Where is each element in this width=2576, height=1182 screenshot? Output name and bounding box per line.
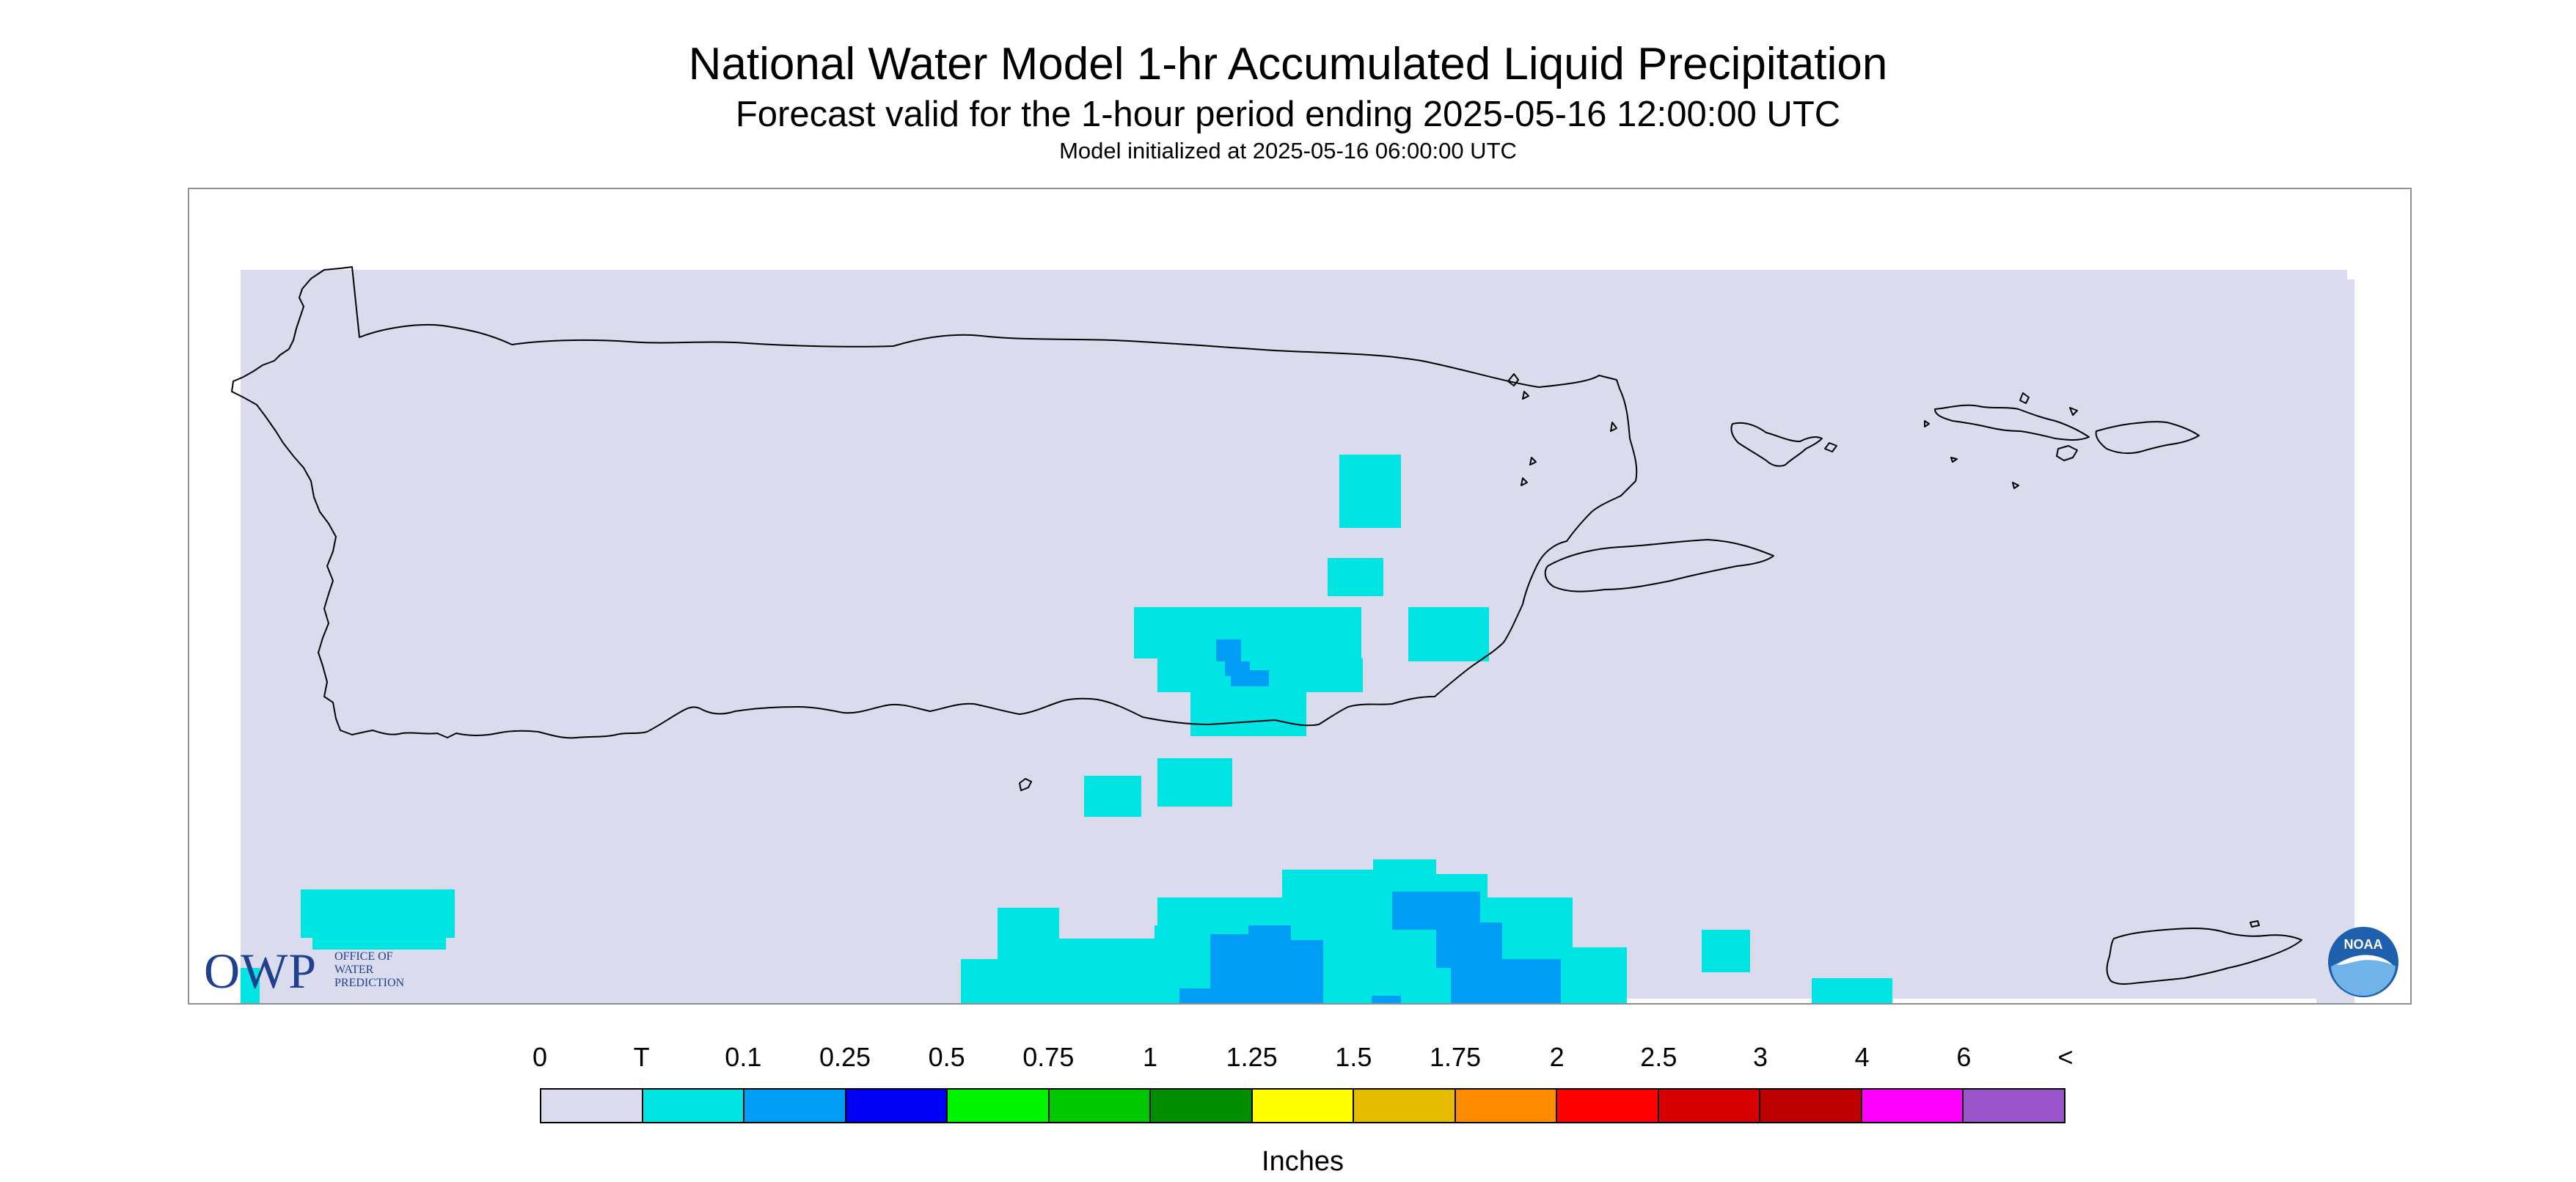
- precipitation-map: [231, 266, 2354, 1003]
- legend-swatch: [948, 1090, 1050, 1122]
- owp-logo-words: OFFICE OF WATER PREDICTION: [334, 950, 404, 990]
- precip-cell: [1573, 947, 1627, 1003]
- island-coastline: [2012, 482, 2019, 489]
- map-frame: OWP OFFICE OF WATER PREDICTION NOAA: [188, 188, 2412, 1005]
- precip-cell: [961, 959, 1020, 1003]
- legend-swatch: [1455, 1090, 1558, 1122]
- owp-logo-word: OFFICE OF: [334, 950, 393, 963]
- precip-cell: [1179, 988, 1213, 1003]
- legend-swatch: [1049, 1090, 1152, 1122]
- noaa-logo-text: NOAA: [2344, 937, 2383, 952]
- puerto-rico-coastline: [231, 266, 1638, 739]
- legend-tick-label: 1.25: [1226, 1042, 1278, 1072]
- legend-tick-labels: 0 T 0.1 0.25 0.5 0.75 1 1.25 1.5 1.75 2 2.5 3 4 6 <: [533, 1027, 2074, 1072]
- island-coastline: [1924, 420, 1930, 427]
- island-coastline: [1544, 539, 1774, 592]
- legend-tick-label: 3: [1752, 1042, 1768, 1072]
- legend-tick-label: <: [2057, 1042, 2074, 1072]
- precip-cell: [1812, 978, 1892, 1003]
- legend-swatch: [1354, 1090, 1456, 1122]
- island-coastline: [1824, 442, 1837, 452]
- precip-cell: [1157, 758, 1232, 807]
- precip-cell: [1372, 996, 1401, 1003]
- island-coastline: [1529, 457, 1537, 466]
- legend-swatch: [1252, 1090, 1355, 1122]
- legend-tick-label: 0.75: [1022, 1042, 1075, 1072]
- legend-swatch: [1964, 1090, 2064, 1122]
- island-coastline: [2069, 407, 2078, 416]
- precip-cell: [241, 968, 260, 1003]
- island-coastline: [2106, 928, 2302, 985]
- owp-logo: OWP OFFICE OF WATER PREDICTION: [204, 943, 446, 999]
- coastlines: [231, 266, 2302, 985]
- precip-cell: [1339, 455, 1401, 528]
- legend-swatch: [1151, 1090, 1253, 1122]
- legend-tick-label: 1.75: [1429, 1042, 1482, 1072]
- map-title: National Water Model 1-hr Accumulated Li…: [688, 39, 1888, 89]
- island-coastline: [1522, 391, 1529, 400]
- legend-swatch: [541, 1090, 643, 1122]
- model-init-note: Model initialized at 2025-05-16 06:00:00…: [1059, 138, 1517, 164]
- legend-tick-label: 0.5: [928, 1042, 965, 1072]
- legend-color-bar: [540, 1088, 2065, 1123]
- precip-cell: [1702, 930, 1750, 972]
- legend-tick-label: 0: [532, 1042, 548, 1072]
- legend-tick-label: 1.5: [1335, 1042, 1372, 1072]
- island-coastline: [1019, 778, 1032, 791]
- precip-cell: [1451, 959, 1561, 1003]
- legend-swatch: [1760, 1090, 1862, 1122]
- noaa-logo: NOAA: [2328, 927, 2398, 997]
- island-coastline: [1934, 404, 2090, 441]
- precip-cell: [301, 889, 455, 938]
- owp-logo-letters: OWP: [204, 943, 318, 999]
- legend-swatch: [846, 1090, 948, 1122]
- island-coastline: [2056, 445, 2078, 461]
- legend-tick-label: 0.25: [819, 1042, 871, 1072]
- legend-tick-label: 0.1: [725, 1042, 762, 1072]
- legend-tick-label: 2.5: [1640, 1042, 1677, 1072]
- legend-tick-label: T: [633, 1042, 650, 1072]
- precip-cell: [1210, 934, 1248, 1003]
- precip-cell: [1134, 607, 1361, 658]
- legend-tick-label: 6: [1956, 1042, 1972, 1072]
- precip-cell: [1408, 607, 1489, 661]
- legend-swatch: [643, 1090, 745, 1122]
- precip-cell: [1328, 558, 1383, 596]
- precip-cell: [1231, 670, 1269, 686]
- legend-tick-label: 1: [1142, 1042, 1158, 1072]
- precip-cell: [1190, 680, 1306, 736]
- owp-logo-word: WATER: [334, 963, 374, 976]
- island-coastline: [1507, 373, 1519, 386]
- legend-swatch: [744, 1090, 846, 1122]
- precip-cell: [1059, 939, 1155, 1003]
- precip-light-cells: [1179, 639, 1561, 1003]
- island-coastline: [1521, 477, 1528, 486]
- legend-swatch: [1557, 1090, 1659, 1122]
- precip-cell: [1248, 925, 1291, 1003]
- precip-cell: [1291, 940, 1323, 1003]
- precip-cell: [1216, 639, 1241, 661]
- island-coastline: [1610, 422, 1617, 432]
- island-coastline: [2019, 392, 2030, 404]
- precip-cell: [1084, 776, 1141, 817]
- legend-swatch: [1658, 1090, 1761, 1122]
- island-coastline: [2095, 421, 2200, 455]
- island-coastline: [1730, 422, 1823, 467]
- owp-logo-word: PREDICTION: [334, 977, 405, 989]
- precip-cell: [312, 938, 446, 950]
- legend-tick-label: 4: [1854, 1042, 1870, 1072]
- legend-tick-label: 2: [1549, 1042, 1565, 1072]
- island-coastline: [2250, 920, 2260, 928]
- precip-cell: [1373, 859, 1436, 876]
- island-coastline: [1950, 457, 1958, 463]
- map-subtitle: Forecast valid for the 1-hour period end…: [735, 95, 1841, 134]
- precipitation-legend: 0 T 0.1 0.25 0.5 0.75 1 1.25 1.5 1.75 2 2.5 3 4 6 < Inc…: [533, 1027, 2074, 1182]
- legend-units-label: Inches: [1262, 1146, 1344, 1177]
- legend-swatch: [1862, 1090, 1964, 1122]
